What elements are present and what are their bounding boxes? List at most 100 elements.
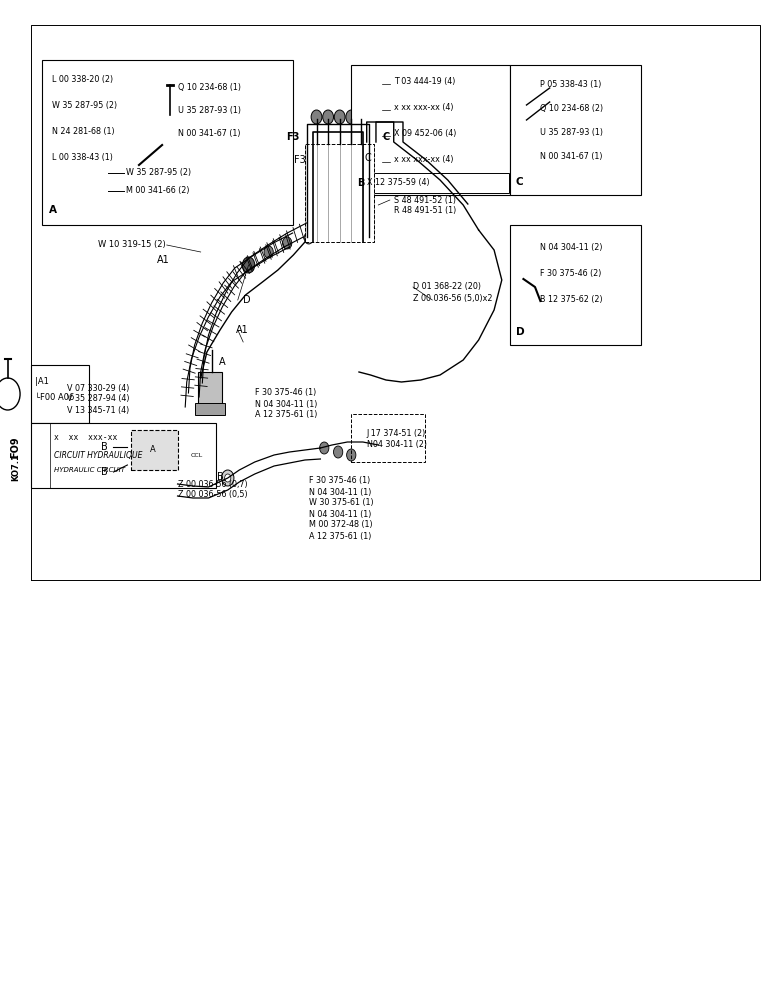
Text: C: C (364, 153, 371, 163)
Circle shape (304, 232, 313, 244)
Text: S 48 491-52 (1): S 48 491-52 (1) (394, 196, 455, 205)
Bar (351, 414, 425, 462)
FancyBboxPatch shape (365, 129, 378, 143)
Circle shape (323, 110, 334, 124)
Text: N 04 304-11 (2): N 04 304-11 (2) (540, 243, 603, 252)
Text: └F00 A06: └F00 A06 (35, 393, 74, 402)
Text: D: D (516, 327, 524, 337)
Text: L 00 338-20 (2): L 00 338-20 (2) (52, 75, 113, 84)
Text: F3: F3 (294, 155, 306, 165)
Circle shape (0, 378, 20, 410)
Text: X 09 452-06 (4): X 09 452-06 (4) (394, 129, 456, 138)
Circle shape (512, 133, 526, 151)
Bar (31, 365, 89, 423)
Text: V 07 330-29 (4): V 07 330-29 (4) (67, 383, 130, 392)
Bar (42, 60, 293, 225)
Bar (131, 430, 178, 470)
FancyBboxPatch shape (367, 152, 376, 172)
Circle shape (264, 246, 273, 258)
Text: P 05 338-43 (1): P 05 338-43 (1) (540, 80, 602, 89)
Ellipse shape (101, 186, 112, 196)
Text: U 35 287-93 (1): U 35 287-93 (1) (178, 106, 241, 115)
Ellipse shape (537, 297, 548, 309)
Bar (510, 225, 641, 345)
Circle shape (283, 237, 292, 249)
Ellipse shape (364, 79, 378, 89)
Circle shape (320, 442, 329, 454)
Text: N 24 281-68 (1): N 24 281-68 (1) (52, 127, 115, 136)
Text: x xx xxx-xx (4): x xx xxx-xx (4) (394, 103, 453, 112)
FancyBboxPatch shape (162, 112, 197, 137)
Text: T 03 444-19 (4): T 03 444-19 (4) (394, 77, 455, 86)
Text: A1: A1 (157, 255, 170, 265)
Text: B: B (101, 442, 108, 452)
Text: B: B (101, 467, 108, 477)
Text: Q 10 234-68 (1): Q 10 234-68 (1) (178, 83, 241, 92)
Text: W 35 287-95 (2): W 35 287-95 (2) (126, 168, 191, 177)
Bar (351, 65, 510, 195)
Circle shape (107, 464, 120, 480)
Text: N 04 304-11 (1): N 04 304-11 (1) (309, 510, 371, 518)
Text: V 13 345-71 (4): V 13 345-71 (4) (67, 406, 130, 414)
Text: Z 00 036-56 (0,7): Z 00 036-56 (0,7) (178, 480, 247, 488)
Text: W 35 287-95 (2): W 35 287-95 (2) (52, 101, 117, 110)
Circle shape (516, 259, 531, 279)
Text: A: A (150, 446, 156, 454)
Text: M 00 372-48 (1): M 00 372-48 (1) (309, 520, 372, 530)
Text: F 30 375-46 (1): F 30 375-46 (1) (309, 477, 370, 486)
Text: N 04 304-11 (1): N 04 304-11 (1) (255, 399, 317, 408)
Text: CIRCUIT HYDRAULIQUE: CIRCUIT HYDRAULIQUE (54, 451, 143, 460)
Circle shape (185, 440, 209, 472)
Text: A1: A1 (235, 325, 249, 335)
Circle shape (311, 110, 322, 124)
Circle shape (334, 446, 343, 458)
Text: W 10 319-15 (2): W 10 319-15 (2) (98, 240, 166, 249)
Circle shape (356, 110, 367, 124)
Text: U 35 287-93 (1): U 35 287-93 (1) (540, 128, 604, 137)
Text: x  xx  xxx-xx: x xx xxx-xx (54, 433, 117, 442)
Text: B 12 375-62 (2): B 12 375-62 (2) (540, 295, 603, 304)
Circle shape (110, 443, 117, 451)
Bar (133, 432, 176, 468)
Bar (352, 173, 509, 193)
Text: Q 10 234-68 (2): Q 10 234-68 (2) (540, 104, 604, 113)
Bar (198, 372, 222, 410)
Bar (510, 65, 641, 195)
Bar (534, 117, 548, 135)
Bar (305, 144, 374, 242)
Circle shape (225, 474, 231, 482)
Text: KO7.1: KO7.1 (11, 453, 20, 481)
Text: W 30 375-61 (1): W 30 375-61 (1) (309, 498, 374, 508)
FancyBboxPatch shape (158, 130, 205, 150)
Ellipse shape (102, 169, 111, 177)
Text: F 30 375-46 (2): F 30 375-46 (2) (540, 269, 602, 278)
Circle shape (110, 468, 117, 476)
Circle shape (203, 128, 214, 142)
FancyBboxPatch shape (361, 102, 380, 118)
Text: D 01 368-22 (20): D 01 368-22 (20) (413, 282, 481, 292)
Text: CCL: CCL (191, 453, 203, 458)
Text: Z 00 036-56 (5,0)x2: Z 00 036-56 (5,0)x2 (413, 294, 493, 302)
Text: N 04 304-11 (1): N 04 304-11 (1) (309, 488, 371, 496)
Text: A 12 375-61 (1): A 12 375-61 (1) (309, 532, 371, 540)
Text: X 12 375-59 (4): X 12 375-59 (4) (367, 178, 429, 187)
Text: C: C (516, 177, 523, 187)
Text: B: B (357, 178, 365, 188)
Ellipse shape (167, 94, 173, 100)
Circle shape (181, 120, 189, 130)
Circle shape (107, 439, 120, 455)
Bar (195, 403, 225, 415)
Circle shape (512, 111, 526, 129)
Text: A 12 375-61 (1): A 12 375-61 (1) (255, 410, 317, 420)
Text: Z 00 036-56 (0,5): Z 00 036-56 (0,5) (178, 490, 247, 499)
Text: A: A (218, 357, 225, 367)
Text: F3: F3 (286, 132, 300, 142)
Circle shape (166, 120, 174, 130)
Text: J 17 374-51 (2): J 17 374-51 (2) (367, 430, 426, 438)
Circle shape (222, 470, 234, 486)
Text: N 00 341-67 (1): N 00 341-67 (1) (540, 152, 603, 161)
Text: A: A (49, 205, 56, 215)
Text: M 00 341-66 (2): M 00 341-66 (2) (126, 186, 189, 196)
Text: B: B (217, 472, 224, 482)
Circle shape (334, 110, 345, 124)
